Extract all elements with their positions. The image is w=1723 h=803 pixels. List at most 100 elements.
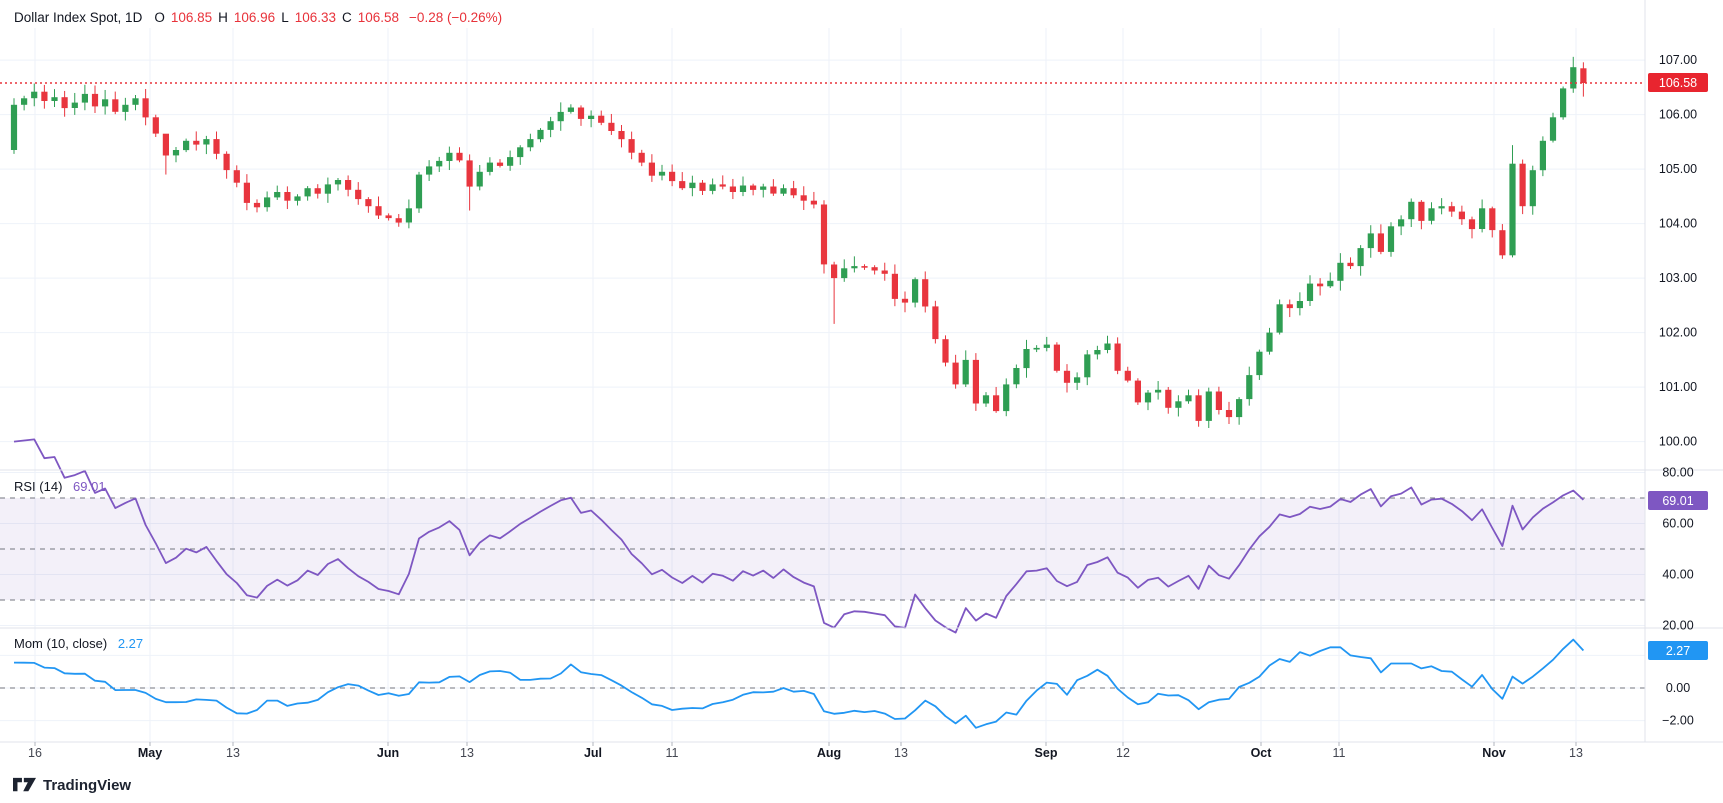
ohlc-low-key: L bbox=[281, 10, 289, 25]
candle-body bbox=[1560, 88, 1567, 118]
price-axis-label[interactable]: 100.00 bbox=[1659, 435, 1697, 449]
time-axis-label[interactable]: Nov bbox=[1482, 746, 1506, 760]
tradingview-logo-text: TradingView bbox=[43, 777, 132, 794]
time-axis-label[interactable]: 13 bbox=[460, 746, 474, 760]
time-axis-label[interactable]: 13 bbox=[894, 746, 908, 760]
candle-body bbox=[1134, 380, 1141, 403]
candle-body bbox=[820, 204, 828, 265]
candle-body bbox=[1408, 201, 1415, 220]
candle-body bbox=[1104, 343, 1111, 350]
time-axis-label[interactable]: 16 bbox=[28, 746, 42, 760]
rsi-axis-label[interactable]: 40.00 bbox=[1662, 568, 1693, 582]
mom-axis-label[interactable]: −2.00 bbox=[1662, 714, 1694, 728]
mom-axis-label[interactable]: 0.00 bbox=[1666, 681, 1690, 695]
candle-body bbox=[689, 182, 696, 189]
candle-body bbox=[982, 395, 990, 404]
candle-body bbox=[31, 91, 38, 99]
time-axis-label[interactable]: 13 bbox=[226, 746, 240, 760]
rsi-indicator-label[interactable]: RSI (14) 69.01 bbox=[14, 479, 106, 494]
time-axis-label[interactable]: Jun bbox=[377, 746, 399, 760]
candle-body bbox=[1013, 368, 1020, 385]
candle-body bbox=[1043, 344, 1050, 348]
candle-body bbox=[861, 266, 868, 268]
candle-body bbox=[669, 171, 676, 182]
candle-body bbox=[496, 162, 504, 166]
rsi-axis-label[interactable]: 80.00 bbox=[1662, 466, 1693, 480]
candle-body bbox=[112, 99, 119, 112]
tradingview-logo[interactable]: TradingView bbox=[13, 775, 131, 796]
candle-body bbox=[932, 306, 939, 340]
price-axis-label[interactable]: 104.00 bbox=[1659, 217, 1697, 231]
candle-body bbox=[739, 185, 747, 192]
candle-body bbox=[294, 196, 301, 201]
candle-body bbox=[922, 279, 929, 307]
candle-body bbox=[1458, 211, 1465, 220]
candle-body bbox=[1084, 354, 1091, 378]
candle-body bbox=[648, 162, 655, 176]
candle-body bbox=[527, 139, 534, 148]
candle-body bbox=[1489, 208, 1496, 231]
price-axis-label[interactable]: 102.00 bbox=[1659, 326, 1697, 340]
candle-body bbox=[365, 199, 372, 207]
time-axis-label[interactable]: Aug bbox=[817, 746, 841, 760]
candle-body bbox=[21, 98, 28, 105]
rsi-line bbox=[13, 438, 1585, 634]
rsi-value-badge: 69.01 bbox=[1648, 491, 1708, 510]
candle-body bbox=[608, 122, 615, 131]
time-axis-label[interactable]: 13 bbox=[1569, 746, 1583, 760]
candle-body bbox=[547, 121, 554, 130]
candle-body bbox=[750, 185, 757, 190]
candle-body bbox=[719, 184, 726, 187]
rsi-axis-label[interactable]: 20.00 bbox=[1662, 619, 1693, 633]
price-axis-label[interactable]: 103.00 bbox=[1659, 271, 1697, 285]
mom-indicator-label[interactable]: Mom (10, close) 2.27 bbox=[14, 636, 143, 651]
candle-body bbox=[193, 140, 200, 145]
time-axis-label[interactable]: 12 bbox=[1116, 746, 1130, 760]
time-axis-label[interactable]: 11 bbox=[1333, 746, 1346, 760]
candle-body bbox=[1347, 262, 1354, 267]
mom-line bbox=[13, 638, 1585, 729]
candle-body bbox=[851, 266, 858, 269]
time-axis-label[interactable]: Oct bbox=[1251, 746, 1273, 760]
candle-body bbox=[486, 162, 493, 172]
price-axis-label[interactable]: 107.00 bbox=[1659, 53, 1697, 67]
candle-body bbox=[1296, 301, 1303, 309]
candle-body bbox=[91, 93, 99, 107]
candle-body bbox=[507, 157, 514, 166]
candle-body bbox=[1175, 401, 1182, 408]
candle-body bbox=[51, 97, 58, 101]
price-axis-label[interactable]: 106.00 bbox=[1659, 108, 1697, 122]
candle-body bbox=[1215, 391, 1222, 410]
candle-body bbox=[1094, 350, 1101, 355]
candle-body bbox=[355, 189, 362, 200]
candle-body bbox=[152, 117, 159, 134]
mom-value-badge: 2.27 bbox=[1648, 641, 1708, 660]
time-axis-label[interactable]: May bbox=[138, 746, 162, 760]
candle-body bbox=[61, 97, 68, 109]
candle-body bbox=[223, 153, 230, 171]
candle-body bbox=[1306, 283, 1314, 301]
mom-value: 2.27 bbox=[117, 636, 144, 651]
price-axis-label[interactable]: 101.00 bbox=[1659, 380, 1697, 394]
candle-body bbox=[912, 279, 919, 303]
candle-body bbox=[375, 206, 382, 216]
candle-body bbox=[1529, 170, 1536, 207]
candle-body bbox=[1519, 163, 1526, 207]
candle-body bbox=[1063, 370, 1071, 383]
candle-body bbox=[1448, 206, 1455, 212]
candle-body bbox=[1377, 233, 1384, 252]
candle-body bbox=[81, 93, 88, 103]
time-axis-label[interactable]: Jul bbox=[584, 746, 602, 760]
price-axis-label[interactable]: 105.00 bbox=[1659, 162, 1697, 176]
candle-body bbox=[699, 182, 706, 191]
candle-body bbox=[1003, 384, 1010, 412]
time-axis-label[interactable]: Sep bbox=[1035, 746, 1058, 760]
candle-body bbox=[770, 186, 777, 194]
time-axis-label[interactable]: 11 bbox=[666, 746, 679, 760]
candle-body bbox=[1317, 283, 1324, 287]
candle-body bbox=[598, 115, 605, 123]
rsi-value: 69.01 bbox=[73, 479, 106, 494]
rsi-axis-label[interactable]: 60.00 bbox=[1662, 517, 1693, 531]
